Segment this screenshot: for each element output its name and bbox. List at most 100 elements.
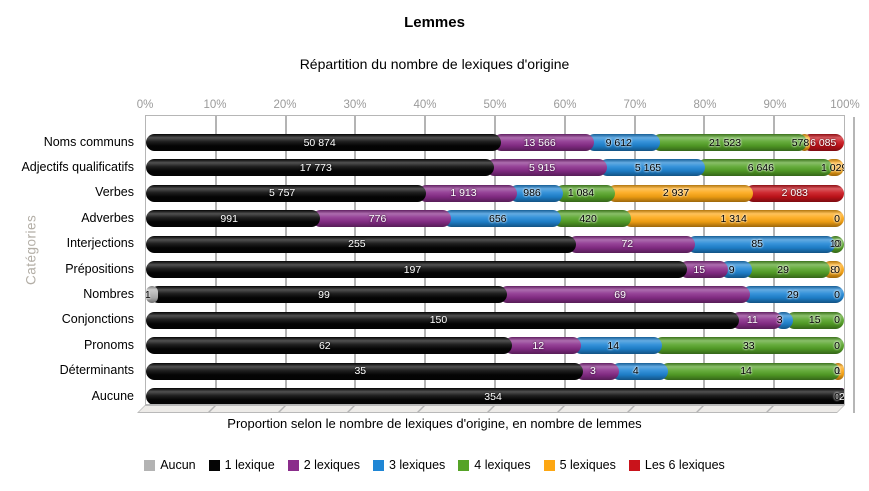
bar-segment-label: 5 757 [268, 187, 296, 200]
bar-segment [493, 134, 594, 151]
legend-swatch [287, 459, 299, 471]
category-label: Pronoms [83, 337, 134, 352]
x-tick-label: 90% [763, 99, 787, 111]
bar-segment-label: 150 [429, 314, 448, 327]
gridline [354, 116, 357, 404]
bar-row: 5 757 1 913 986 1 084 2 937 2 083 [146, 184, 844, 202]
chart-title: Lemmes [404, 14, 465, 31]
x-tick-label: 40% [413, 99, 437, 111]
plot-side-wall-3d [845, 117, 855, 413]
bar-segment [611, 362, 669, 380]
bar-segment-label: 35 [354, 365, 367, 378]
bar-segment-label: 12 [532, 339, 545, 352]
x-tick-label: 20% [273, 99, 297, 111]
bar-segment-label: 578 [791, 136, 810, 149]
bar-segment-label: 991 [220, 212, 238, 225]
bar-row: 35 3 4 14 1 0 [146, 362, 844, 380]
bar-segment-label: 1 029 [821, 161, 845, 174]
bar-segment-label: 29 [787, 288, 799, 301]
bar-segment [498, 286, 750, 304]
legend-label: Les 6 lexiques [644, 458, 725, 472]
chart-subtitle: Répartition du nombre de lexiques d'orig… [299, 56, 570, 72]
bar-segment [730, 311, 782, 329]
bar-segment [146, 184, 427, 202]
bar-segment [146, 159, 494, 177]
legend: Aucun 1 lexique 2 lexiques 3 lexiques 4 lexi… [0, 458, 869, 472]
bar-segment-label: 255 [348, 238, 366, 251]
bar-segment-label: 9 [728, 263, 735, 276]
bar-segment-label: 15 [693, 263, 706, 276]
bar-segment [606, 184, 754, 202]
bar-segment [146, 337, 512, 355]
bar-segment [485, 159, 607, 177]
bar-segment-label: 3 [590, 365, 596, 378]
floor-tick [696, 406, 705, 412]
bar-segment-label: 10 [829, 238, 842, 251]
bar-segment-label: 1 084 [567, 187, 595, 200]
gridline [703, 116, 706, 404]
bar-segment-label: 986 [523, 187, 541, 200]
bar-segment [146, 311, 739, 329]
x-tick-label: 30% [343, 99, 367, 111]
category-label: Prépositions [65, 261, 134, 276]
bar-segment [743, 261, 831, 278]
bar-segment-label: 9 612 [605, 136, 632, 149]
gridline [284, 116, 287, 404]
category-label: Déterminants [59, 363, 134, 378]
category-label: Verbes [95, 185, 134, 200]
floor-tick [207, 406, 216, 412]
bar-row: 150 11 3 15 0 [146, 311, 844, 329]
floor-tick [277, 406, 286, 412]
plot-canvas: 50 874 13 566 9 612 21 523 578 6 085 17 773 5 9… [145, 115, 845, 405]
bar-segment-label: 33 [742, 339, 755, 352]
bar-segment [508, 184, 564, 202]
bar-segment [686, 235, 836, 253]
floor-tick [626, 406, 635, 412]
category-label: Interjections [66, 236, 134, 251]
legend-label: Aucun [160, 458, 196, 472]
bar-segment-label: 1 [145, 288, 151, 301]
bar-segment-label: 3 [776, 314, 783, 327]
bar-segment [598, 159, 706, 177]
legend-label: 4 lexiques [474, 458, 531, 472]
legend-item: Aucun [144, 458, 196, 472]
category-label: Adjectifs qualificatifs [21, 159, 134, 174]
gridline [214, 116, 217, 404]
bar-row: 255 72 85 10 0 [146, 235, 844, 253]
plot-floor-3d [137, 405, 845, 413]
bar-segment-label: 50 874 [303, 136, 336, 149]
bar-row: 354 2 0 [146, 388, 844, 404]
bar-segment [719, 261, 752, 278]
gridline [494, 116, 496, 404]
bar-segment [146, 210, 321, 228]
legend-label: 2 lexiques [303, 458, 360, 472]
bar-segment-label: 1 314 [720, 212, 747, 225]
x-tick-label: 80% [693, 99, 717, 111]
bar-segment [651, 134, 807, 151]
bar-row: 50 874 13 566 9 612 21 523 578 6 085 [146, 134, 844, 151]
bar-segment [678, 261, 728, 278]
bar-segment [442, 210, 561, 228]
bar-segment [552, 210, 632, 228]
zero-value-label: 0 [834, 238, 840, 251]
legend-swatch [458, 459, 470, 471]
legend-swatch [372, 459, 384, 471]
bar-segment [149, 286, 507, 304]
bar-segment [572, 337, 662, 355]
bar-segment-label: 420 [579, 212, 597, 225]
legend-item: 3 lexiques [372, 458, 445, 472]
category-label: Adverbes [81, 210, 134, 225]
bar-segment-label: 2 083 [781, 187, 808, 200]
bar-segment [146, 362, 583, 380]
gridline [633, 116, 636, 404]
bar-segment-label: 29 [777, 263, 789, 276]
x-axis-ticks: 0% 10% 20% 30% 40% 50% 60% 70% 80% 90% 100% [137, 99, 860, 113]
bar-segment [146, 286, 158, 304]
bar-segment [745, 184, 844, 202]
category-label: Nombres [83, 286, 134, 301]
zero-value-label: 0 [834, 314, 840, 327]
bar-segment [653, 337, 844, 355]
x-tick-label: 100% [830, 99, 860, 111]
legend-item: 2 lexiques [287, 458, 360, 472]
